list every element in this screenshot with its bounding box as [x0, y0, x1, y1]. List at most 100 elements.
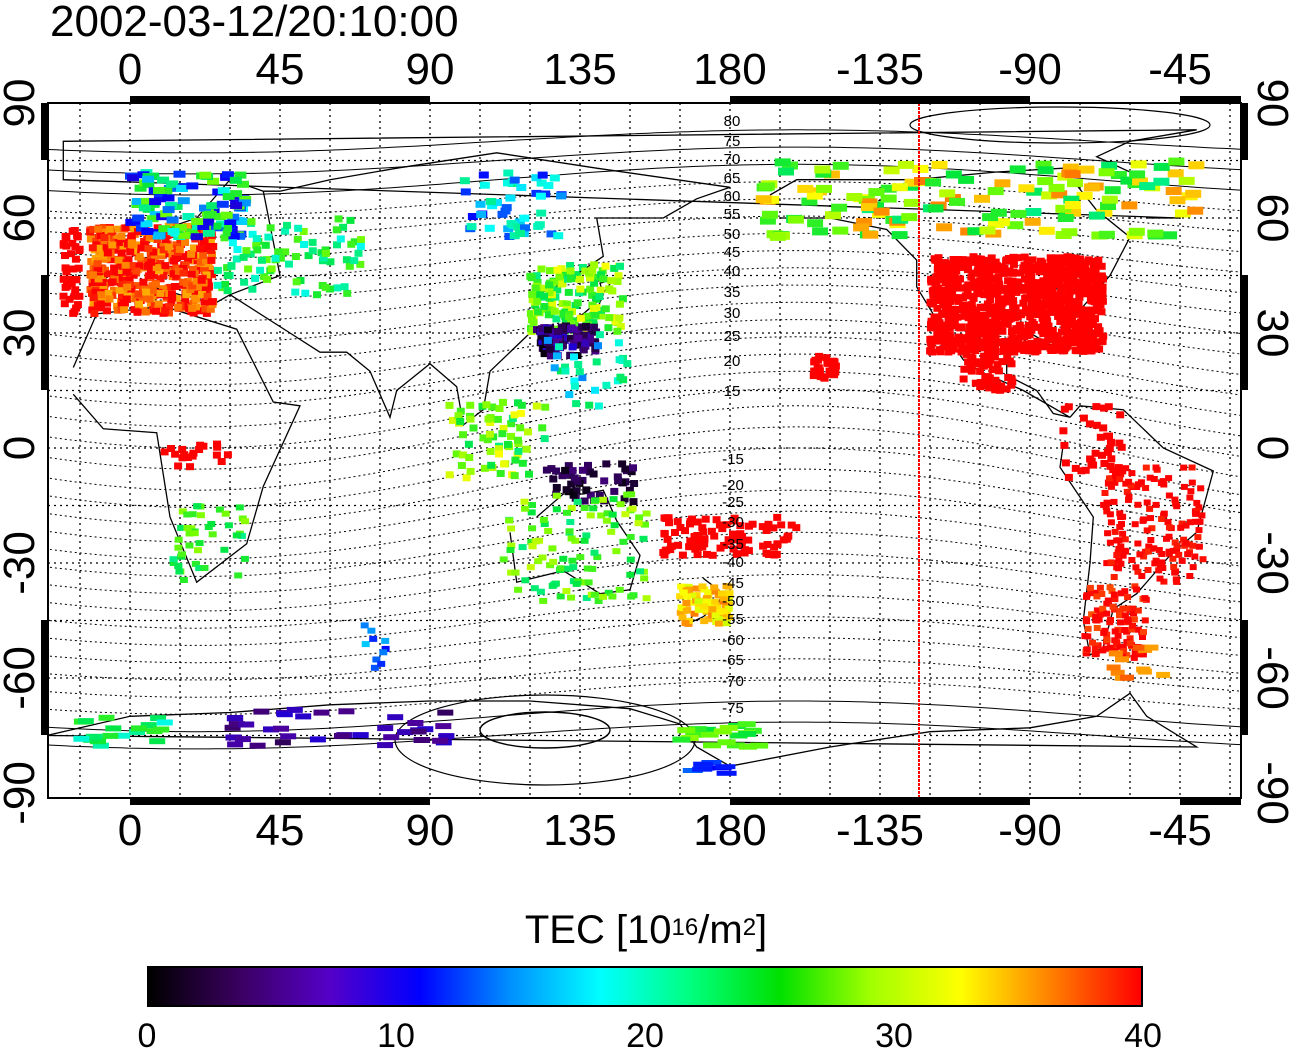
tec-point	[1083, 269, 1092, 277]
tec-point	[952, 267, 961, 275]
tec-point	[543, 326, 552, 334]
tec-point	[1100, 404, 1108, 412]
tec-point	[773, 513, 782, 521]
tec-point	[213, 222, 222, 230]
tec-point	[1186, 494, 1194, 501]
tec-point	[715, 521, 724, 529]
tec-point	[1131, 583, 1139, 590]
tec-point	[1120, 674, 1134, 681]
tec-point	[1013, 313, 1022, 321]
tec-point	[174, 267, 183, 275]
tec-point	[736, 541, 745, 549]
tec-point	[94, 265, 103, 273]
tec-point	[1090, 315, 1099, 323]
tec-point	[603, 510, 612, 517]
tec-point	[1195, 527, 1203, 534]
tec-point	[1095, 276, 1104, 284]
tec-point	[540, 350, 549, 358]
tec-point	[555, 273, 564, 281]
axis-tick-labels: 0 45 90 135 180 -135 -90 -450 45 90 135 180 -135 -90-…	[0, 45, 1292, 855]
tec-point	[488, 403, 497, 411]
tec-point	[1026, 267, 1035, 275]
tec-point	[295, 713, 312, 720]
tec-point	[553, 286, 562, 294]
tec-point	[1150, 476, 1158, 482]
tec-point	[974, 344, 983, 352]
tec-point	[1046, 305, 1055, 313]
tec-point	[787, 521, 796, 529]
tec-point	[614, 477, 623, 485]
tec-point	[230, 190, 243, 198]
tec-point	[944, 301, 952, 309]
tec-point	[503, 169, 514, 177]
tec-point	[1021, 284, 1030, 292]
tec-data-points	[59, 157, 1207, 776]
tec-point	[213, 443, 222, 451]
tec-point	[949, 197, 966, 206]
tec-point	[868, 188, 885, 197]
tec-point	[927, 204, 944, 213]
tec-point	[98, 714, 115, 721]
tec-point	[1074, 300, 1083, 308]
tec-point	[567, 535, 576, 542]
tec-point	[536, 588, 545, 595]
tec-point	[501, 204, 512, 212]
tec-point	[987, 187, 1004, 196]
tec-point	[801, 197, 818, 206]
tec-point	[1131, 649, 1139, 656]
tec-point	[1055, 204, 1072, 213]
tec-point	[202, 261, 211, 268]
tec-point	[1136, 551, 1144, 558]
magnetic-contour	[48, 574, 1241, 629]
tec-point	[615, 300, 624, 308]
tec-point	[1029, 287, 1038, 294]
tec-point	[1117, 514, 1125, 520]
tec-point	[552, 315, 561, 323]
tec-point	[1077, 467, 1086, 475]
tec-point	[816, 184, 832, 193]
contour-label: -30	[722, 514, 744, 531]
tec-point	[1128, 470, 1136, 477]
tec-point	[1093, 297, 1102, 304]
tec-point	[569, 339, 578, 347]
tec-point	[1126, 635, 1134, 642]
tec-point	[553, 266, 562, 274]
tec-point	[438, 733, 455, 740]
tec-point	[1077, 319, 1086, 327]
tec-point	[968, 269, 977, 277]
right-lat-tick-label: -60	[1248, 646, 1292, 710]
tec-point	[191, 218, 204, 225]
tec-point	[528, 525, 537, 532]
tec-point	[1156, 671, 1171, 678]
tec-point	[300, 241, 308, 248]
tec-point	[1130, 616, 1138, 623]
tec-point	[1038, 267, 1047, 275]
tec-point	[974, 194, 990, 203]
tec-point	[113, 246, 122, 254]
tec-point	[737, 721, 756, 728]
tec-point	[338, 708, 355, 715]
tec-point	[1053, 332, 1062, 340]
tec-point	[1106, 462, 1115, 470]
tec-point	[588, 266, 597, 274]
tec-point	[1107, 519, 1115, 526]
tec-point	[114, 732, 130, 739]
tec-point	[1091, 645, 1099, 652]
tec-point	[208, 251, 216, 259]
tec-point	[1082, 650, 1090, 657]
tec-point	[576, 285, 585, 293]
tec-point	[1120, 648, 1128, 655]
tec-point	[1101, 195, 1118, 204]
tec-point	[989, 287, 998, 295]
tec-point	[1045, 266, 1054, 273]
tec-point	[550, 278, 559, 286]
tec-point	[292, 278, 301, 286]
tec-point	[291, 253, 300, 260]
tec-point	[568, 467, 577, 475]
tec-point	[165, 303, 174, 311]
tec-point	[356, 260, 365, 268]
tec-point	[174, 562, 183, 569]
tec-point	[189, 265, 197, 273]
tec-point	[935, 319, 944, 327]
tec-point	[531, 174, 542, 182]
